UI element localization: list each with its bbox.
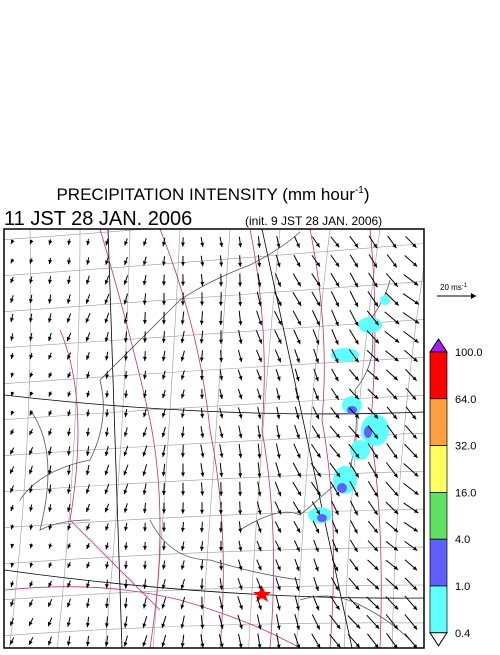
precip-area <box>347 406 357 414</box>
colorbar-label: 16.0 <box>455 487 476 499</box>
colorbar-label: 1.0 <box>455 581 470 593</box>
colorbar-segment <box>430 352 447 399</box>
colorbar-label: 32.0 <box>455 441 476 453</box>
precip-area <box>364 426 372 438</box>
colorbar-segment <box>430 492 447 539</box>
colorbar-label: 4.0 <box>455 534 470 546</box>
colorbar-label: 0.4 <box>455 628 470 640</box>
colorbar-label: 64.0 <box>455 394 476 406</box>
init-time: (init. 9 JST 28 JAN. 2006) <box>245 214 382 228</box>
scale-sup: -1 <box>462 283 468 289</box>
scale-text: 20 ms <box>440 283 462 292</box>
precip-area <box>337 483 347 493</box>
title-text: PRECIPITATION INTENSITY (mm hour <box>56 185 355 204</box>
valid-time: 11 JST 28 JAN. 2006 <box>4 208 192 230</box>
colorbar-segment <box>430 446 447 493</box>
colorbar-segment <box>430 539 447 586</box>
title-end: ) <box>364 185 370 204</box>
colorbar-segment <box>430 586 447 633</box>
precip-area <box>380 295 390 305</box>
colorbar-label: 100.0 <box>455 347 483 359</box>
colorbar-segment <box>430 399 447 446</box>
title: PRECIPITATION INTENSITY (mm hour-1) <box>56 185 369 204</box>
precip-area <box>317 514 327 522</box>
